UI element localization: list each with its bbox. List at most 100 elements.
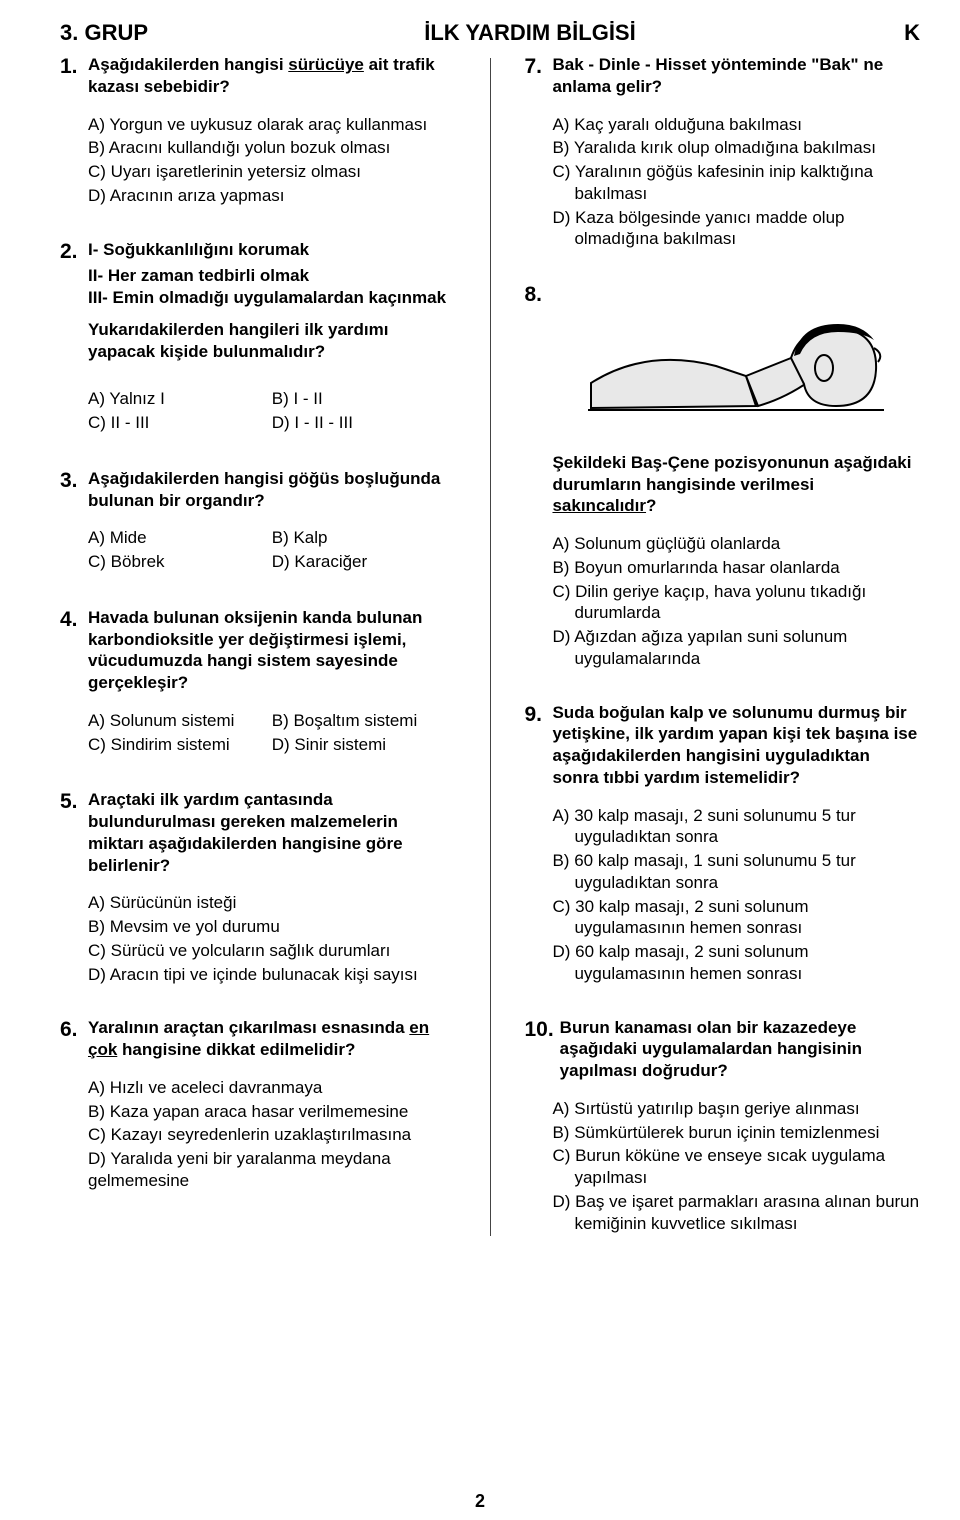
question-6: 6. Yaralının araçtan çıkarılması esnasın… [60, 1017, 456, 1191]
q7-number: 7. [524, 54, 546, 98]
q8-stem-a: Şekildeki Baş-Çene pozisyonunun aşağıdak… [552, 453, 911, 494]
q3-opt-a: A) Mide [88, 527, 272, 549]
column-divider [490, 58, 491, 1236]
q1-number: 1. [60, 54, 82, 98]
q4-stem: Havada bulunan oksijenin kanda bulunan k… [88, 607, 456, 694]
q5-stem: Araçtaki ilk yardım çantasında bulunduru… [88, 789, 456, 876]
q3-number: 3. [60, 468, 82, 512]
q7-opt-a: A) Kaç yaralı olduğuna bakılması [552, 114, 920, 136]
q4-options: A) Solunum sistemi B) Boşaltım sistemi C… [60, 710, 456, 758]
q6-number: 6. [60, 1017, 82, 1061]
q2-opt-d: D) I - II - III [272, 412, 456, 434]
q6-opt-a: A) Hızlı ve aceleci davranmaya [88, 1077, 456, 1099]
q6-opt-c: C) Kazayı seyredenlerin uzaklaştırılması… [88, 1124, 456, 1146]
q6-opt-b: B) Kaza yapan araca hasar verilmemesine [88, 1101, 456, 1123]
q6-options: A) Hızlı ve aceleci davranmaya B) Kaza y… [60, 1077, 456, 1192]
q10-stem: Burun kanaması olan bir kazazedeye aşağı… [560, 1017, 920, 1082]
question-9: 9. Suda boğulan kalp ve solunumu durmuş … [524, 702, 920, 985]
q6-opt-d: D) Yaralıda yeni bir yaralanma meydana g… [88, 1148, 456, 1192]
question-1: 1. Aşağıdakilerden hangisi sürücüye ait … [60, 54, 456, 207]
q1-opt-a: A) Yorgun ve uykusuz olarak araç kullanm… [88, 114, 456, 136]
q5-opt-b: B) Mevsim ve yol durumu [88, 916, 456, 938]
q8-opt-b: B) Boyun omurlarında hasar olanlarda [552, 557, 920, 579]
header-group: 3. GRUP [60, 20, 170, 46]
q10-number: 10. [524, 1017, 553, 1082]
q1-stem-a: Aşağıdakilerden hangisi [88, 55, 288, 74]
q1-opt-c: C) Uyarı işaretlerinin yetersiz olması [88, 161, 456, 183]
q4-opt-a: A) Solunum sistemi [88, 710, 272, 732]
question-7: 7. Bak - Dinle - Hisset yönteminde "Bak"… [524, 54, 920, 250]
q9-opt-b: B) 60 kalp masajı, 1 suni solunumu 5 tur… [552, 850, 920, 894]
q7-opt-b: B) Yaralıda kırık olup olmadığına bakılm… [552, 137, 920, 159]
q2-roman-3: III- Emin olmadığı uygulamalardan kaçınm… [60, 287, 456, 309]
q2-number: 2. [60, 239, 82, 266]
q9-opt-d: D) 60 kalp masajı, 2 suni solunum uygula… [552, 941, 920, 985]
q2-stem: Yukarıdakilerden hangileri ilk yardımı y… [60, 319, 456, 363]
q8-figure-wrap [552, 282, 920, 452]
question-4: 4. Havada bulunan oksijenin kanda buluna… [60, 607, 456, 758]
q1-stem: Aşağıdakilerden hangisi sürücüye ait tra… [88, 54, 456, 98]
q4-opt-d: D) Sinir sistemi [272, 734, 456, 756]
q7-opt-c: C) Yaralının göğüs kafesinin inip kalktı… [552, 161, 920, 205]
head-tilt-figure [586, 288, 886, 428]
q5-opt-a: A) Sürücünün isteği [88, 892, 456, 914]
header-booklet: K [890, 20, 920, 46]
q8-opt-a: A) Solunum güçlüğü olanlarda [552, 533, 920, 555]
q4-number: 4. [60, 607, 82, 694]
question-2: 2. I- Soğukkanlılığını korumak II- Her z… [60, 239, 456, 436]
q5-opt-d: D) Aracın tipi ve içinde bulunacak kişi … [88, 964, 456, 986]
q7-options: A) Kaç yaralı olduğuna bakılması B) Yara… [524, 114, 920, 251]
question-5: 5. Araçtaki ilk yardım çantasında bulund… [60, 789, 456, 985]
q9-options: A) 30 kalp masajı, 2 suni solunumu 5 tur… [524, 805, 920, 985]
q8-opt-d: D) Ağızdan ağıza yapılan suni solunum uy… [552, 626, 920, 670]
q5-options: A) Sürücünün isteği B) Mevsim ve yol dur… [60, 892, 456, 985]
q7-stem: Bak - Dinle - Hisset yönteminde "Bak" ne… [552, 54, 920, 98]
q1-stem-underline: sürücüye [288, 55, 364, 74]
q6-stem-b: hangisine dikkat edilmelidir? [117, 1040, 355, 1059]
q1-opt-b: B) Aracını kullandığı yolun bozuk olması [88, 137, 456, 159]
q2-opt-b: B) I - II [272, 388, 456, 410]
q10-options: A) Sırtüstü yatırılıp başın geriye alınm… [524, 1098, 920, 1235]
q3-opt-c: C) Böbrek [88, 551, 272, 573]
q3-opt-d: D) Karaciğer [272, 551, 456, 573]
q3-opt-b: B) Kalp [272, 527, 456, 549]
q5-number: 5. [60, 789, 82, 876]
q2-roman-2: II- Her zaman tedbirli olmak [60, 265, 456, 287]
q2-options: A) Yalnız I B) I - II C) II - III D) I -… [60, 388, 456, 436]
question-10: 10. Burun kanaması olan bir kazazedeye a… [524, 1017, 920, 1235]
q3-options: A) Mide B) Kalp C) Böbrek D) Karaciğer [60, 527, 456, 575]
q4-opt-c: C) Sindirim sistemi [88, 734, 272, 756]
q5-opt-c: C) Sürücü ve yolcuların sağlık durumları [88, 940, 456, 962]
q8-options: A) Solunum güçlüğü olanlarda B) Boyun om… [524, 533, 920, 670]
q6-stem-a: Yaralının araçtan çıkarılması esnasında [88, 1018, 409, 1037]
q8-number: 8. [524, 282, 546, 452]
q7-opt-d: D) Kaza bölgesinde yanıcı madde olup olm… [552, 207, 920, 251]
q10-opt-c: C) Burun köküne ve enseye sıcak uygulama… [552, 1145, 920, 1189]
q10-opt-a: A) Sırtüstü yatırılıp başın geriye alınm… [552, 1098, 920, 1120]
q3-stem: Aşağıdakilerden hangisi göğüs boşluğunda… [88, 468, 456, 512]
q1-opt-d: D) Aracının arıza yapması [88, 185, 456, 207]
q1-options: A) Yorgun ve uykusuz olarak araç kullanm… [60, 114, 456, 207]
q2-roman-1: I- Soğukkanlılığını korumak [88, 239, 456, 266]
q8-stem: Şekildeki Baş-Çene pozisyonunun aşağıdak… [524, 452, 920, 517]
q10-opt-d: D) Baş ve işaret parmakları arasına alın… [552, 1191, 920, 1235]
right-column: 7. Bak - Dinle - Hisset yönteminde "Bak"… [524, 54, 920, 1266]
q9-stem: Suda boğulan kalp ve solunumu durmuş bir… [552, 702, 920, 789]
q8-stem-underline: sakıncalıdır [552, 496, 646, 515]
q2-opt-a: A) Yalnız I [88, 388, 272, 410]
q6-stem: Yaralının araçtan çıkarılması esnasında … [88, 1017, 456, 1061]
q9-opt-c: C) 30 kalp masajı, 2 suni solunum uygula… [552, 896, 920, 940]
q8-opt-c: C) Dilin geriye kaçıp, hava yolunu tıkad… [552, 581, 920, 625]
q4-opt-b: B) Boşaltım sistemi [272, 710, 456, 732]
q2-opt-c: C) II - III [88, 412, 272, 434]
left-column: 1. Aşağıdakilerden hangisi sürücüye ait … [60, 54, 456, 1266]
header-title: İLK YARDIM BİLGİSİ [170, 20, 890, 46]
q9-number: 9. [524, 702, 546, 789]
question-3: 3. Aşağıdakilerden hangisi göğüs boşluğu… [60, 468, 456, 575]
question-8: 8. [524, 282, 920, 670]
q8-stem-b: ? [646, 496, 656, 515]
page-number: 2 [0, 1491, 960, 1512]
q10-opt-b: B) Sümkürtülerek burun içinin temizlenme… [552, 1122, 920, 1144]
q9-opt-a: A) 30 kalp masajı, 2 suni solunumu 5 tur… [552, 805, 920, 849]
page-header: 3. GRUP İLK YARDIM BİLGİSİ K [60, 20, 920, 46]
